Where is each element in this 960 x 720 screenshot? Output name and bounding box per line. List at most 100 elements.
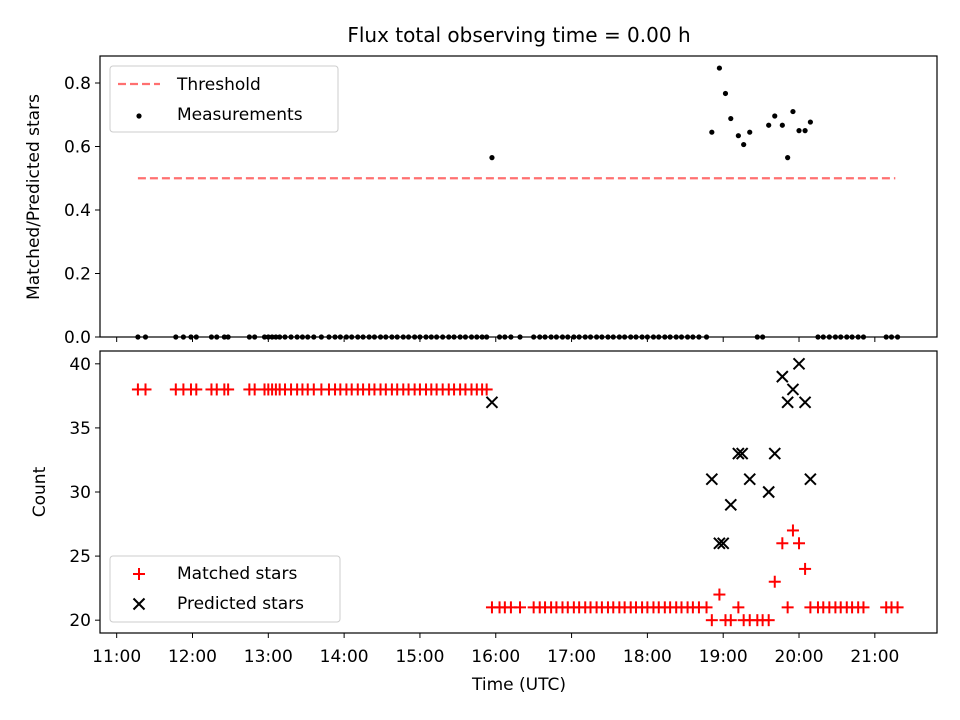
cross-stroke-b [798, 396, 812, 409]
measurement-point [802, 128, 808, 134]
measurement-point [790, 108, 796, 115]
x-axis-label: Time (UTC) [471, 675, 566, 695]
predicted-star-point [762, 485, 775, 499]
matched-star-point [776, 537, 789, 550]
threshold-legend-label: Threshold [176, 75, 261, 95]
matched-star-point [732, 601, 745, 614]
measurement-point [747, 129, 753, 135]
cross-stroke-b [804, 472, 817, 486]
predicted-star-point [735, 447, 749, 460]
cross-stroke-b [724, 498, 737, 512]
x-tick-label: 17:00 [547, 647, 596, 667]
matched-legend-label: Matched stars [177, 564, 297, 584]
measurement-point [766, 122, 772, 128]
matched-star-point [793, 537, 806, 550]
predicted-legend-label: Predicted stars [177, 594, 304, 614]
chart-title: Flux total observing time = 0.00 h [347, 23, 690, 47]
bottom-y-ticks: 20 25 30 35 40 [69, 355, 100, 631]
predicted-star-point [716, 537, 730, 550]
predicted-star-point [804, 472, 817, 486]
bottom-y-tick-label: 35 [69, 419, 91, 439]
matched-star-point [786, 524, 799, 537]
cross-stroke-b [716, 537, 730, 550]
measurement-point [489, 155, 495, 161]
bottom-y-axis-label: Count [30, 466, 50, 517]
bottom-y-tick-label: 40 [69, 355, 91, 375]
predicted-star-point [798, 396, 812, 409]
bottom-y-tick-label: 25 [69, 547, 91, 567]
cross-stroke-b [732, 447, 745, 460]
matched-star-point [724, 614, 737, 627]
matched-star-point [190, 383, 203, 396]
measurements-legend-label: Measurements [177, 105, 303, 125]
cross-stroke-b [768, 447, 781, 460]
predicted-star-point [776, 370, 789, 383]
cross-stroke-b [705, 472, 719, 486]
matched-star-point [713, 588, 726, 601]
x-tick-label: 21:00 [850, 647, 899, 667]
cross-stroke-b [735, 447, 749, 460]
matched-star-point [700, 601, 713, 614]
top-legend: Threshold Measurements [109, 65, 339, 133]
matched-star-point [222, 383, 235, 396]
top-y-tick-label: 0.2 [64, 264, 91, 284]
x-tick-label: 15:00 [395, 647, 444, 667]
x-tick-label: 11:00 [92, 647, 141, 667]
predicted-legend-swatch [132, 597, 146, 611]
cross-stroke-b [762, 485, 775, 499]
bottom-legend-box [109, 555, 341, 623]
cross-stroke-b [776, 370, 789, 383]
predicted-star-point [713, 537, 726, 550]
matched-star-point [514, 601, 527, 614]
predicted-star-point [485, 396, 499, 409]
predicted-star-point [786, 383, 800, 396]
matched-star-point [891, 601, 904, 614]
measurements-legend-swatch [136, 113, 142, 119]
measurement-point [741, 141, 747, 148]
measurement-point [785, 155, 791, 161]
matched-star-point [762, 614, 775, 627]
predicted-star-point [768, 447, 781, 460]
measurement-point [728, 115, 734, 122]
predicted-star-point [724, 498, 737, 512]
x-tick-label: 18:00 [623, 647, 672, 667]
top-y-tick-label: 0.4 [64, 201, 91, 221]
bottom-legend: Matched stars Predicted stars [109, 555, 341, 623]
measurement-point [722, 90, 729, 97]
x-tick-label: 20:00 [775, 647, 824, 667]
bottom-x-ticks: 11:00 12:00 13:00 14:00 15:00 16:00 17:00 18:00… [92, 633, 899, 667]
x-tick-label: 13:00 [244, 647, 293, 667]
top-legend-box [109, 65, 339, 133]
measurement-point [716, 65, 723, 71]
cross-stroke-b [743, 472, 756, 486]
measurement-point [709, 129, 715, 135]
x-tick-label: 19:00 [699, 647, 748, 667]
predicted-star-point [792, 357, 806, 371]
cross-stroke-b [713, 537, 726, 550]
matched-legend-swatch [133, 568, 145, 580]
matched-star-point [480, 383, 493, 396]
matched-star-point [705, 614, 718, 627]
cross-stroke-b [485, 396, 499, 409]
predicted-star-point [781, 396, 794, 409]
matched-stars-points [131, 383, 904, 627]
bottom-panel: 20 25 30 35 40 11:00 12:00 13:00 14:00 15:00 16:0… [30, 350, 938, 695]
matched-star-point [139, 383, 152, 396]
bottom-y-tick-label: 20 [69, 611, 91, 631]
measurement-point [735, 133, 741, 139]
bottom-y-tick-label: 30 [69, 483, 91, 503]
top-y-tick-label: 0.8 [64, 74, 91, 94]
cross-stroke-b [781, 396, 794, 409]
bottom-axes-frame [99, 350, 938, 634]
top-axes-frame [99, 55, 938, 338]
top-y-axis-label: Matched/Predicted stars [24, 94, 44, 300]
matched-legend-marker [133, 568, 145, 580]
measurement-point [779, 122, 785, 128]
x-tick-label: 14:00 [320, 647, 369, 667]
predicted-star-point [732, 447, 745, 460]
matched-star-point [768, 575, 781, 588]
matched-star-point [799, 562, 812, 575]
measurement-point [796, 128, 802, 134]
matched-star-point [857, 601, 870, 614]
